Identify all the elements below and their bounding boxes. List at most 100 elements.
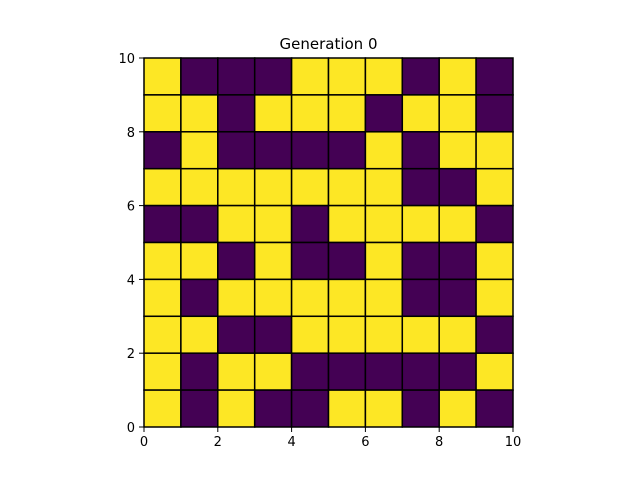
heatmap-cell-r9-c3 — [253, 389, 293, 428]
heatmap-cell-r3-c6 — [364, 167, 404, 207]
heatmap-cell-r1-c7 — [401, 94, 440, 133]
x-tick-label-6: 6 — [361, 435, 369, 450]
heatmap-cell-r6-c2 — [217, 278, 256, 318]
heatmap-cell-r4-c9 — [475, 204, 514, 244]
heatmap-cell-r2-c2 — [217, 131, 256, 170]
heatmap-cell-r2-c4 — [290, 131, 330, 170]
heatmap-cell-r0-c8 — [438, 57, 477, 96]
heatmap-cell-r4-c0 — [143, 204, 182, 244]
heatmap-cell-r6-c9 — [475, 278, 514, 318]
cells-layer — [143, 57, 514, 428]
heatmap-cell-r6-c7 — [401, 278, 440, 318]
heatmap-cell-r7-c6 — [364, 315, 404, 354]
heatmap-cell-r0-c9 — [475, 57, 514, 96]
y-tick-label-4: 4 — [127, 273, 135, 288]
heatmap-cell-r6-c3 — [253, 278, 293, 318]
heatmap-cell-r6-c8 — [438, 278, 477, 318]
heatmap-cell-r2-c6 — [364, 131, 404, 170]
heatmap-cell-r2-c3 — [253, 131, 293, 170]
heatmap-cell-r3-c3 — [253, 167, 293, 207]
heatmap-cell-r7-c7 — [401, 315, 440, 354]
heatmap-cell-r4-c5 — [327, 204, 367, 244]
y-tick-label-10: 10 — [118, 52, 135, 67]
heatmap-cell-r2-c7 — [401, 131, 440, 170]
chart-title: Generation 0 — [280, 35, 378, 53]
heatmap-cell-r9-c5 — [327, 389, 367, 428]
heatmap-cell-r3-c8 — [438, 167, 477, 207]
y-tick-label-0: 0 — [127, 421, 135, 436]
heatmap-cell-r2-c5 — [327, 131, 367, 170]
heatmap-cell-r1-c0 — [143, 94, 182, 133]
heatmap-cell-r7-c5 — [327, 315, 367, 354]
heatmap-cell-r5-c4 — [290, 241, 330, 281]
heatmap-cell-r1-c3 — [253, 94, 293, 133]
heatmap-cell-r8-c1 — [180, 352, 219, 391]
heatmap-cell-r9-c1 — [180, 389, 219, 428]
heatmap-cell-r0-c2 — [217, 57, 256, 96]
heatmap-cell-r8-c5 — [327, 352, 367, 391]
x-tick-label-10: 10 — [505, 435, 522, 450]
heatmap-cell-r3-c2 — [217, 167, 256, 207]
heatmap-cell-r9-c6 — [364, 389, 404, 428]
heatmap-cell-r6-c5 — [327, 278, 367, 318]
heatmap-cell-r2-c9 — [475, 131, 514, 170]
heatmap-cell-r7-c8 — [438, 315, 477, 354]
heatmap-cell-r7-c1 — [180, 315, 219, 354]
heatmap-cell-r4-c6 — [364, 204, 404, 244]
heatmap-cell-r3-c7 — [401, 167, 440, 207]
heatmap-cell-r3-c4 — [290, 167, 330, 207]
heatmap-cell-r4-c7 — [401, 204, 440, 244]
heatmap-cell-r4-c4 — [290, 204, 330, 244]
heatmap-cell-r0-c5 — [327, 57, 367, 96]
heatmap-cell-r5-c3 — [253, 241, 293, 281]
heatmap-cell-r1-c5 — [327, 94, 367, 133]
heatmap-cell-r8-c0 — [143, 352, 182, 391]
heatmap-cell-r5-c9 — [475, 241, 514, 281]
heatmap-cell-r8-c2 — [217, 352, 256, 391]
heatmap-cell-r8-c3 — [253, 352, 293, 391]
heatmap-cell-r5-c0 — [143, 241, 182, 281]
heatmap-cell-r2-c8 — [438, 131, 477, 170]
heatmap-cell-r4-c8 — [438, 204, 477, 244]
heatmap-cell-r6-c1 — [180, 278, 219, 318]
heatmap-cell-r7-c0 — [143, 315, 182, 354]
heatmap-cell-r0-c7 — [401, 57, 440, 96]
heatmap-cell-r0-c0 — [143, 57, 182, 96]
heatmap-cell-r5-c2 — [217, 241, 256, 281]
heatmap-cell-r8-c6 — [364, 352, 404, 391]
x-tick-label-2: 2 — [214, 435, 222, 450]
axes-frame — [143, 57, 514, 428]
heatmap-cell-r2-c1 — [180, 131, 219, 170]
heatmap-cell-r1-c8 — [438, 94, 477, 133]
heatmap-cell-r6-c0 — [143, 278, 182, 318]
heatmap-cell-r9-c4 — [290, 389, 330, 428]
heatmap-cell-r5-c1 — [180, 241, 219, 281]
heatmap-cell-r3-c9 — [475, 167, 514, 207]
heatmap-cell-r1-c6 — [364, 94, 404, 133]
heatmap-cell-r7-c2 — [217, 315, 256, 354]
heatmap-cell-r1-c1 — [180, 94, 219, 133]
heatmap-cell-r3-c0 — [143, 167, 182, 207]
heatmap-cell-r1-c9 — [475, 94, 514, 133]
heatmap-cell-r9-c9 — [475, 389, 514, 428]
heatmap-cell-r9-c2 — [217, 389, 256, 428]
heatmap-cell-r3-c1 — [180, 167, 219, 207]
heatmap-cell-r8-c4 — [290, 352, 330, 391]
y-tick-label-8: 8 — [127, 126, 135, 141]
heatmap-cell-r5-c8 — [438, 241, 477, 281]
heatmap-cell-r8-c7 — [401, 352, 440, 391]
heatmap-cell-r6-c6 — [364, 278, 404, 318]
heatmap-cell-r1-c2 — [217, 94, 256, 133]
heatmap-cell-r5-c5 — [327, 241, 367, 281]
heatmap-cell-r2-c0 — [143, 131, 182, 170]
y-tick-label-6: 6 — [127, 200, 135, 215]
heatmap-cell-r9-c8 — [438, 389, 477, 428]
heatmap-cell-r6-c4 — [290, 278, 330, 318]
y-tick-label-2: 2 — [127, 347, 135, 362]
heatmap-cell-r3-c5 — [327, 167, 367, 207]
heatmap-cell-r0-c1 — [180, 57, 219, 96]
x-tick-label-0: 0 — [140, 435, 148, 450]
axes-layer: 0 2 4 6 8 10 0 2 4 6 8 10 — [118, 52, 521, 450]
